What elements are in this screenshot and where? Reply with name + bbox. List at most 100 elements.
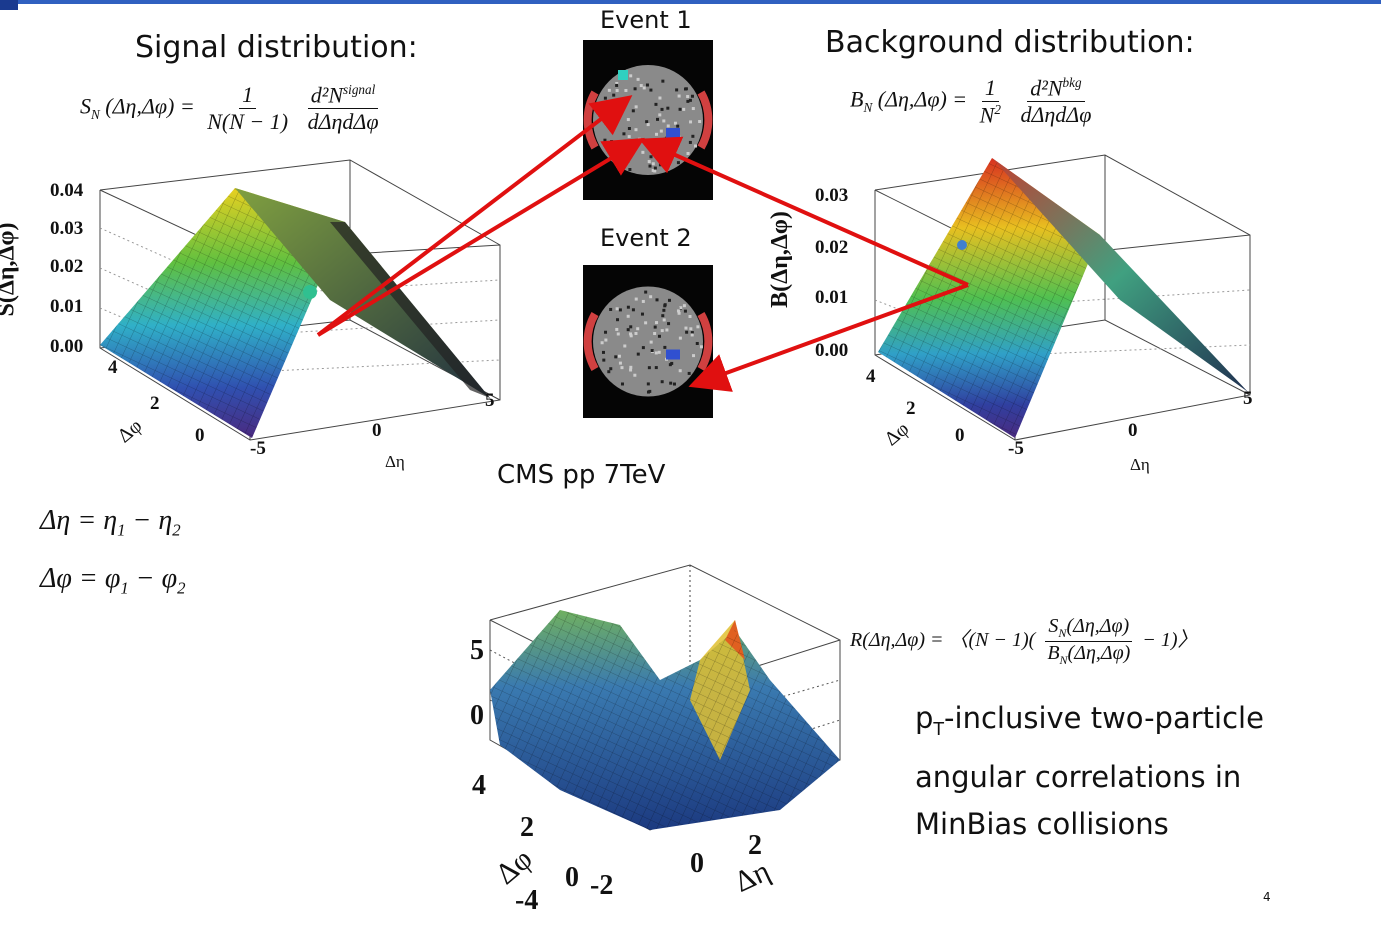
hit (661, 380, 664, 383)
hit (653, 332, 656, 335)
event-label: Event 1 (600, 6, 692, 34)
hit (655, 366, 658, 369)
z-tick-label: 0.03 (815, 185, 848, 207)
hit (607, 370, 610, 373)
z-tick-label: 0.01 (50, 296, 83, 318)
hit (700, 345, 703, 348)
hit (641, 151, 644, 154)
formula-part: N (863, 100, 872, 115)
formula-part: S (80, 94, 91, 119)
hit (636, 327, 639, 330)
hit (656, 298, 659, 301)
hit (641, 313, 644, 316)
eta-tick-label: 0 (372, 420, 382, 442)
slide: Signal distribution: SN (Δη,Δφ) = 1N(N −… (0, 0, 1381, 931)
eta-tick-label: 0 (1128, 420, 1138, 442)
hit (658, 351, 661, 354)
hit (684, 88, 687, 91)
formula-part: N (1060, 653, 1068, 667)
hit (649, 165, 652, 168)
hit (663, 318, 666, 321)
definition-part: 1 (117, 521, 125, 540)
hit (627, 118, 630, 121)
signal-formula: SN (Δη,Δφ) = 1N(N − 1) d²NsignaldΔηdΔφ (80, 82, 386, 135)
hit (604, 97, 607, 100)
description-text: T (933, 720, 944, 740)
eta-axis-label: Δη (385, 452, 405, 472)
formula-part: (Δη,Δφ) (1066, 615, 1129, 637)
z-tick-label: 0.01 (815, 287, 848, 309)
phi-tick-label: 2 (150, 393, 160, 415)
hit (602, 351, 605, 354)
hit (661, 314, 664, 317)
phi-tick-label: 0 (955, 425, 965, 447)
hit (694, 145, 697, 148)
hit (623, 344, 626, 347)
hit (666, 107, 669, 110)
phi-tick-label: 0 (565, 862, 579, 894)
eta-tick-label: -5 (250, 438, 266, 460)
hit (648, 366, 651, 369)
hit (618, 355, 621, 358)
hit (638, 138, 641, 141)
hit (609, 103, 612, 106)
hit (691, 333, 694, 336)
z-tick-label: 0.00 (50, 336, 83, 358)
hit (689, 99, 692, 102)
formula-part: 2 (994, 102, 1001, 117)
signal-title: Signal distribution: (135, 30, 418, 65)
hit (661, 160, 664, 163)
hit (629, 368, 632, 371)
cms-label: CMS pp 7TeV (497, 460, 665, 490)
hit (629, 332, 632, 335)
hit (609, 121, 612, 124)
formula-part: B (1047, 642, 1059, 664)
z-tick-label: 0 (470, 700, 484, 732)
hit (634, 128, 637, 131)
hit (667, 124, 670, 127)
hit (691, 95, 694, 98)
hit (654, 167, 657, 170)
eta-tick-label: -4 (515, 885, 538, 917)
hit (651, 349, 654, 352)
hit (689, 327, 692, 330)
hit (609, 115, 612, 118)
formula-part: d²N (311, 82, 343, 107)
hit (608, 89, 611, 92)
hit (632, 308, 635, 311)
z-tick-label: 0.00 (815, 340, 848, 362)
hit (665, 328, 668, 331)
formula-part: S (1048, 615, 1058, 637)
formula-part: signal (343, 82, 375, 97)
hit (610, 140, 613, 143)
hit (621, 140, 624, 143)
hit (635, 105, 638, 108)
formula-part: R(Δη,Δφ) = 〈(N − 1)( (850, 629, 1035, 651)
hit (691, 135, 694, 138)
hit (689, 315, 692, 318)
hit (654, 103, 657, 106)
hit (670, 362, 673, 365)
hit (687, 152, 690, 155)
description: pT-inclusive two-particle angular correl… (915, 695, 1264, 848)
hit (648, 160, 651, 163)
hit (696, 325, 699, 328)
hit (655, 351, 658, 354)
definition-part: 2 (177, 579, 185, 598)
formula-part: (Δη,Δφ) = (878, 87, 967, 112)
hit (696, 342, 699, 345)
hit (633, 374, 636, 377)
hit (669, 382, 672, 385)
phi-tick-label: 4 (866, 366, 876, 388)
hit (662, 119, 665, 122)
eta-axis-label: Δη (1130, 455, 1150, 475)
hit (679, 369, 682, 372)
eta-tick-label: 5 (485, 390, 495, 412)
cluster (618, 70, 628, 80)
hit (640, 84, 643, 87)
z-axis-label: B(Δη,Δφ) (767, 211, 794, 308)
z-tick-label: 0.03 (50, 218, 83, 240)
hit (689, 141, 692, 144)
hit (661, 329, 664, 332)
description-text: MinBias collisions (915, 807, 1169, 841)
